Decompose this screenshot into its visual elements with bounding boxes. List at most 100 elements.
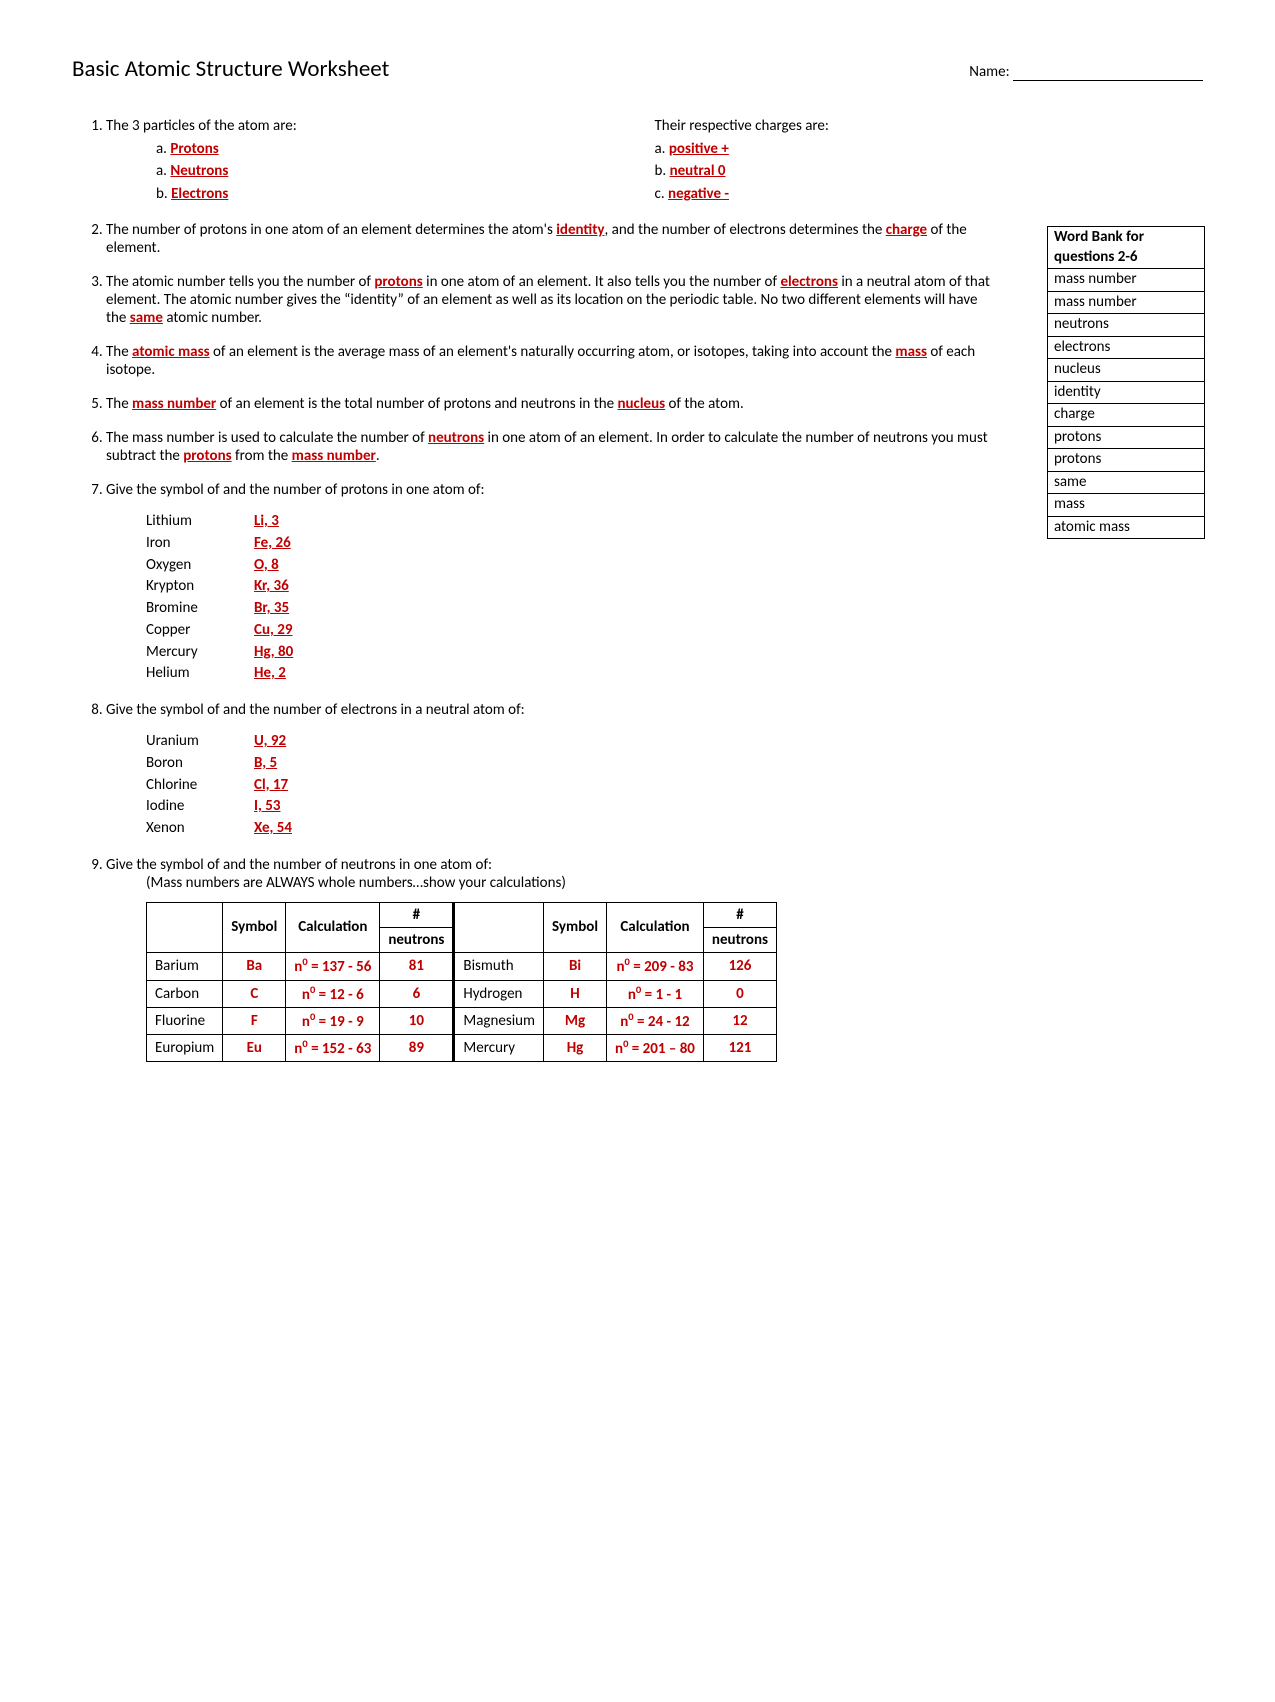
q1-item-marker: a. [156,162,170,180]
q1-item: c. negative - [655,183,1204,206]
calculation-cell: n0 = 12 - 6 [286,980,380,1007]
q1-item: b. neutral 0 [655,160,1204,183]
element-answer: I, 53 [254,796,300,818]
calculation-cell: n0 = 152 - 63 [286,1035,380,1062]
element-name: Fluorine [147,1007,223,1034]
q5-t2: of an element is the total number of pro… [216,395,617,413]
element-name: Iron [146,533,254,555]
q1-item: a. positive + [655,138,1204,161]
q4-t1: The [106,343,132,361]
neutron-count: 0 [703,980,776,1007]
q9-note: (Mass numbers are ALWAYS whole numbers…s… [146,874,1203,892]
question-7: Give the symbol of and the number of pro… [106,481,1203,685]
q1-right-prompt: Their respective charges are: [655,115,1204,138]
element-answer: Hg, 80 [254,642,301,664]
q1-item: a. Protons [106,138,655,161]
symbol-cell: Mg [544,1007,607,1034]
element-name: Carbon [147,980,223,1007]
word-bank-item: electrons [1048,336,1205,359]
symbol-cell: F [223,1007,286,1034]
calculation-cell: n0 = 209 - 83 [607,953,704,980]
q9-neutron-table: SymbolCalculation#SymbolCalculation#neut… [146,902,777,1063]
q1-left-prompt: The 3 particles of the atom are: [106,115,655,138]
element-name: Europium [147,1035,223,1062]
name-label: Name: [969,63,1009,81]
q6-a3: mass number [292,447,376,465]
symbol-cell: H [544,980,607,1007]
word-bank-item: protons [1048,426,1205,449]
neutron-count: 12 [703,1007,776,1034]
element-name: Bismuth [454,953,544,980]
q4-a2: mass [895,343,927,361]
table-header: Symbol [223,902,286,953]
table-header: Calculation [607,902,704,953]
question-1: The 3 particles of the atom are: a. Prot… [106,115,1203,205]
neutron-count: 89 [380,1035,454,1062]
neutron-count: 81 [380,953,454,980]
neutron-count: 121 [703,1035,776,1062]
table-row: FluorineFn0 = 19 - 910MagnesiumMgn0 = 24… [147,1007,777,1034]
q8-table: UraniumU, 92BoronB, 5ChlorineCl, 17Iodin… [146,731,300,840]
q3-t2: in one atom of an element. It also tells… [423,273,781,291]
symbol-cell: Bi [544,953,607,980]
element-name: Uranium [146,731,254,753]
calculation-cell: n0 = 201 – 80 [607,1035,704,1062]
table-header: neutrons [703,928,776,953]
element-name: Mercury [146,642,254,664]
page-title: Basic Atomic Structure Worksheet [72,55,389,83]
q1-item-marker: a. [156,140,170,158]
element-name: Helium [146,663,254,685]
q1-item-marker: b. [156,185,171,203]
element-answer: Br, 35 [254,598,301,620]
q1-item-marker: c. [655,185,669,203]
q5-t1: The [106,395,132,413]
name-field: Name: [969,63,1203,81]
q1-right-col: Their respective charges are: a. positiv… [655,115,1204,205]
element-answer: Li, 3 [254,511,301,533]
symbol-cell: C [223,980,286,1007]
q1-item-marker: a. [655,140,669,158]
q1-item: b. Electrons [106,183,655,206]
element-answer: B, 5 [254,753,300,775]
q6-t3: from the [232,447,292,465]
q1-item-answer: Electrons [171,185,228,203]
q7-table: LithiumLi, 3IronFe, 26OxygenO, 8KryptonK… [146,511,301,685]
q1-item: a. Neutrons [106,160,655,183]
table-header: Calculation [286,902,380,953]
element-name: Iodine [146,796,254,818]
q1-item-marker: b. [655,162,670,180]
element-answer: Cl, 17 [254,775,300,797]
table-header: Symbol [544,902,607,953]
word-bank-item: protons [1048,449,1205,472]
q6-t4: . [376,447,380,465]
element-name: Mercury [454,1035,544,1062]
q6-a2: protons [183,447,231,465]
q3-a3: same [130,309,163,327]
word-bank-item: mass number [1048,291,1205,314]
word-bank-item: charge [1048,404,1205,427]
word-bank-item: neutrons [1048,314,1205,337]
header-row: Basic Atomic Structure Worksheet Name: [72,55,1203,83]
element-answer: O, 8 [254,555,301,577]
element-name: Lithium [146,511,254,533]
q3-t4: atomic number. [163,309,262,327]
element-name: Chlorine [146,775,254,797]
element-name: Bromine [146,598,254,620]
element-name: Copper [146,620,254,642]
q2-a1: identity [556,221,604,239]
question-list: The 3 particles of the atom are: a. Prot… [72,115,1203,1062]
q8-prompt: Give the symbol of and the number of ele… [106,701,1203,719]
word-bank-item: mass number [1048,269,1205,292]
element-answer: Xe, 54 [254,818,300,840]
q1-item-answer: Neutrons [170,162,228,180]
element-name: Hydrogen [454,980,544,1007]
q1-item-answer: Protons [170,140,218,158]
symbol-cell: Hg [544,1035,607,1062]
element-answer: U, 92 [254,731,300,753]
element-name: Krypton [146,576,254,598]
question-4: The atomic mass of an element is the ave… [106,343,1203,379]
table-header: # [380,902,454,927]
q5-t3: of the atom. [665,395,744,413]
q5-a2: nucleus [617,395,665,413]
table-header: # [703,902,776,927]
